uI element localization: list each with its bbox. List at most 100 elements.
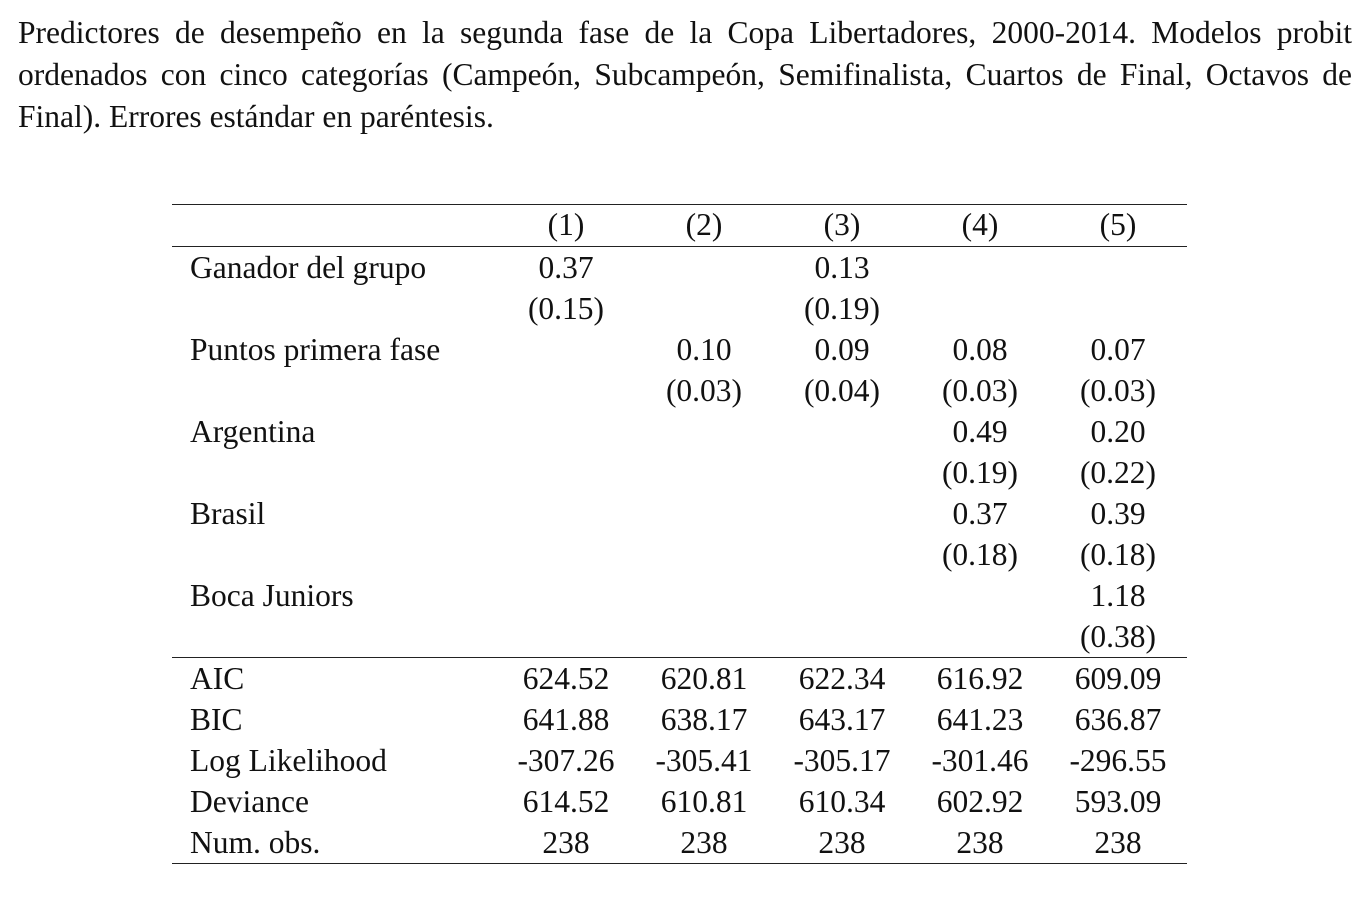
coefficient-estimate: 0.39 <box>1090 496 1146 531</box>
statistic-row: AIC 624.52 620.81 622.34 616.92 609.09 <box>172 658 1187 700</box>
standard-error: (0.03) <box>665 373 743 408</box>
coefficient-estimate: 0.10 <box>676 332 732 367</box>
coefficient-estimate: 0.07 <box>1090 332 1146 367</box>
statistic-value: 602.92 <box>936 784 1024 819</box>
empty-cell <box>172 288 497 329</box>
header-model-3: (3) <box>823 207 861 242</box>
coefficient-estimate <box>911 575 1049 616</box>
statistic-value: 238 <box>818 825 866 860</box>
statistic-value: 610.34 <box>798 784 886 819</box>
coefficient-estimate <box>497 329 635 370</box>
coefficient-estimate: 0.09 <box>814 332 870 367</box>
statistic-value: -305.41 <box>655 743 753 778</box>
statistic-label: Deviance <box>190 784 309 819</box>
coefficient-estimate: 1.18 <box>1090 578 1146 613</box>
coefficient-row: Argentina 0.49 0.20 <box>172 411 1187 452</box>
statistic-value: -301.46 <box>931 743 1029 778</box>
statistic-value: -296.55 <box>1069 743 1167 778</box>
statistic-value: 641.88 <box>522 702 610 737</box>
coefficient-estimate <box>773 411 911 452</box>
coefficients-section: Ganador del grupo 0.37 0.13 (0.15) (0.19) Pun… <box>172 247 1187 658</box>
coefficient-estimate <box>773 575 911 616</box>
standard-error <box>497 452 635 493</box>
statistic-value: 238 <box>956 825 1004 860</box>
statistic-value: 624.52 <box>522 661 610 696</box>
coefficient-estimate: 0.13 <box>814 250 870 285</box>
header-model-4: (4) <box>961 207 999 242</box>
statistic-label: Num. obs. <box>190 825 321 860</box>
standard-error-row: (0.19) (0.22) <box>172 452 1187 493</box>
variable-label: Puntos primera fase <box>190 332 441 367</box>
standard-error-row: (0.03) (0.04) (0.03) (0.03) <box>172 370 1187 411</box>
statistic-value: 620.81 <box>660 661 748 696</box>
coefficient-estimate <box>497 493 635 534</box>
coefficient-estimate: 0.20 <box>1090 414 1146 449</box>
standard-error <box>497 370 635 411</box>
statistic-value: 622.34 <box>798 661 886 696</box>
coefficient-estimate <box>497 411 635 452</box>
statistic-value: 610.81 <box>660 784 748 819</box>
header-label <box>172 204 497 246</box>
standard-error <box>635 534 773 575</box>
table-header: (1) (2) (3) (4) (5) <box>172 204 1187 247</box>
empty-cell <box>172 616 497 658</box>
statistic-row: Deviance 614.52 610.81 610.34 602.92 593.09 <box>172 781 1187 822</box>
statistic-value: 636.87 <box>1074 702 1162 737</box>
standard-error <box>773 534 911 575</box>
standard-error <box>635 616 773 658</box>
statistic-value: 238 <box>680 825 728 860</box>
standard-error: (0.22) <box>1079 455 1157 490</box>
statistic-value: -307.26 <box>517 743 615 778</box>
coefficient-row: Brasil 0.37 0.39 <box>172 493 1187 534</box>
coefficient-estimate <box>1049 247 1187 289</box>
header-model-2: (2) <box>685 207 723 242</box>
statistic-value: 616.92 <box>936 661 1024 696</box>
standard-error: (0.19) <box>803 291 881 326</box>
standard-error <box>635 452 773 493</box>
coefficient-row: Puntos primera fase 0.10 0.09 0.08 0.07 <box>172 329 1187 370</box>
standard-error: (0.03) <box>941 373 1019 408</box>
standard-error-row: (0.38) <box>172 616 1187 658</box>
statistic-value: 238 <box>542 825 590 860</box>
empty-cell <box>172 534 497 575</box>
regression-table: (1) (2) (3) (4) (5) Ganador del grupo 0.3… <box>172 204 1187 864</box>
standard-error: (0.38) <box>1079 619 1157 654</box>
coefficient-estimate: 0.37 <box>952 496 1008 531</box>
variable-label: Brasil <box>190 496 266 531</box>
coefficient-row: Boca Juniors 1.18 <box>172 575 1187 616</box>
standard-error <box>1049 288 1187 329</box>
coefficient-estimate <box>635 493 773 534</box>
statistic-value: 641.23 <box>936 702 1024 737</box>
standard-error: (0.19) <box>941 455 1019 490</box>
standard-error: (0.15) <box>527 291 605 326</box>
standard-error-row: (0.15) (0.19) <box>172 288 1187 329</box>
statistic-value: -305.17 <box>793 743 891 778</box>
variable-label: Ganador del grupo <box>190 250 427 285</box>
coefficient-estimate: 0.37 <box>538 250 594 285</box>
statistic-value: 593.09 <box>1074 784 1162 819</box>
statistic-value: 614.52 <box>522 784 610 819</box>
statistic-row: Log Likelihood -307.26 -305.41 -305.17 -301.… <box>172 740 1187 781</box>
standard-error <box>773 452 911 493</box>
standard-error <box>911 288 1049 329</box>
standard-error <box>497 534 635 575</box>
standard-error <box>911 616 1049 658</box>
variable-label: Argentina <box>190 414 316 449</box>
statistic-value: 609.09 <box>1074 661 1162 696</box>
statistic-label: AIC <box>190 661 245 696</box>
statistic-label: Log Likelihood <box>190 743 387 778</box>
coefficient-estimate <box>773 493 911 534</box>
coefficient-estimate <box>911 247 1049 289</box>
standard-error <box>635 288 773 329</box>
coefficient-row: Ganador del grupo 0.37 0.13 <box>172 247 1187 289</box>
header-model-1: (1) <box>547 207 585 242</box>
statistic-value: 238 <box>1094 825 1142 860</box>
variable-label: Boca Juniors <box>190 578 354 613</box>
coefficient-estimate <box>635 247 773 289</box>
standard-error <box>497 616 635 658</box>
statistic-row: BIC 641.88 638.17 643.17 641.23 636.87 <box>172 699 1187 740</box>
standard-error: (0.03) <box>1079 373 1157 408</box>
empty-cell <box>172 370 497 411</box>
coefficient-estimate: 0.49 <box>952 414 1008 449</box>
statistic-label: BIC <box>190 702 243 737</box>
